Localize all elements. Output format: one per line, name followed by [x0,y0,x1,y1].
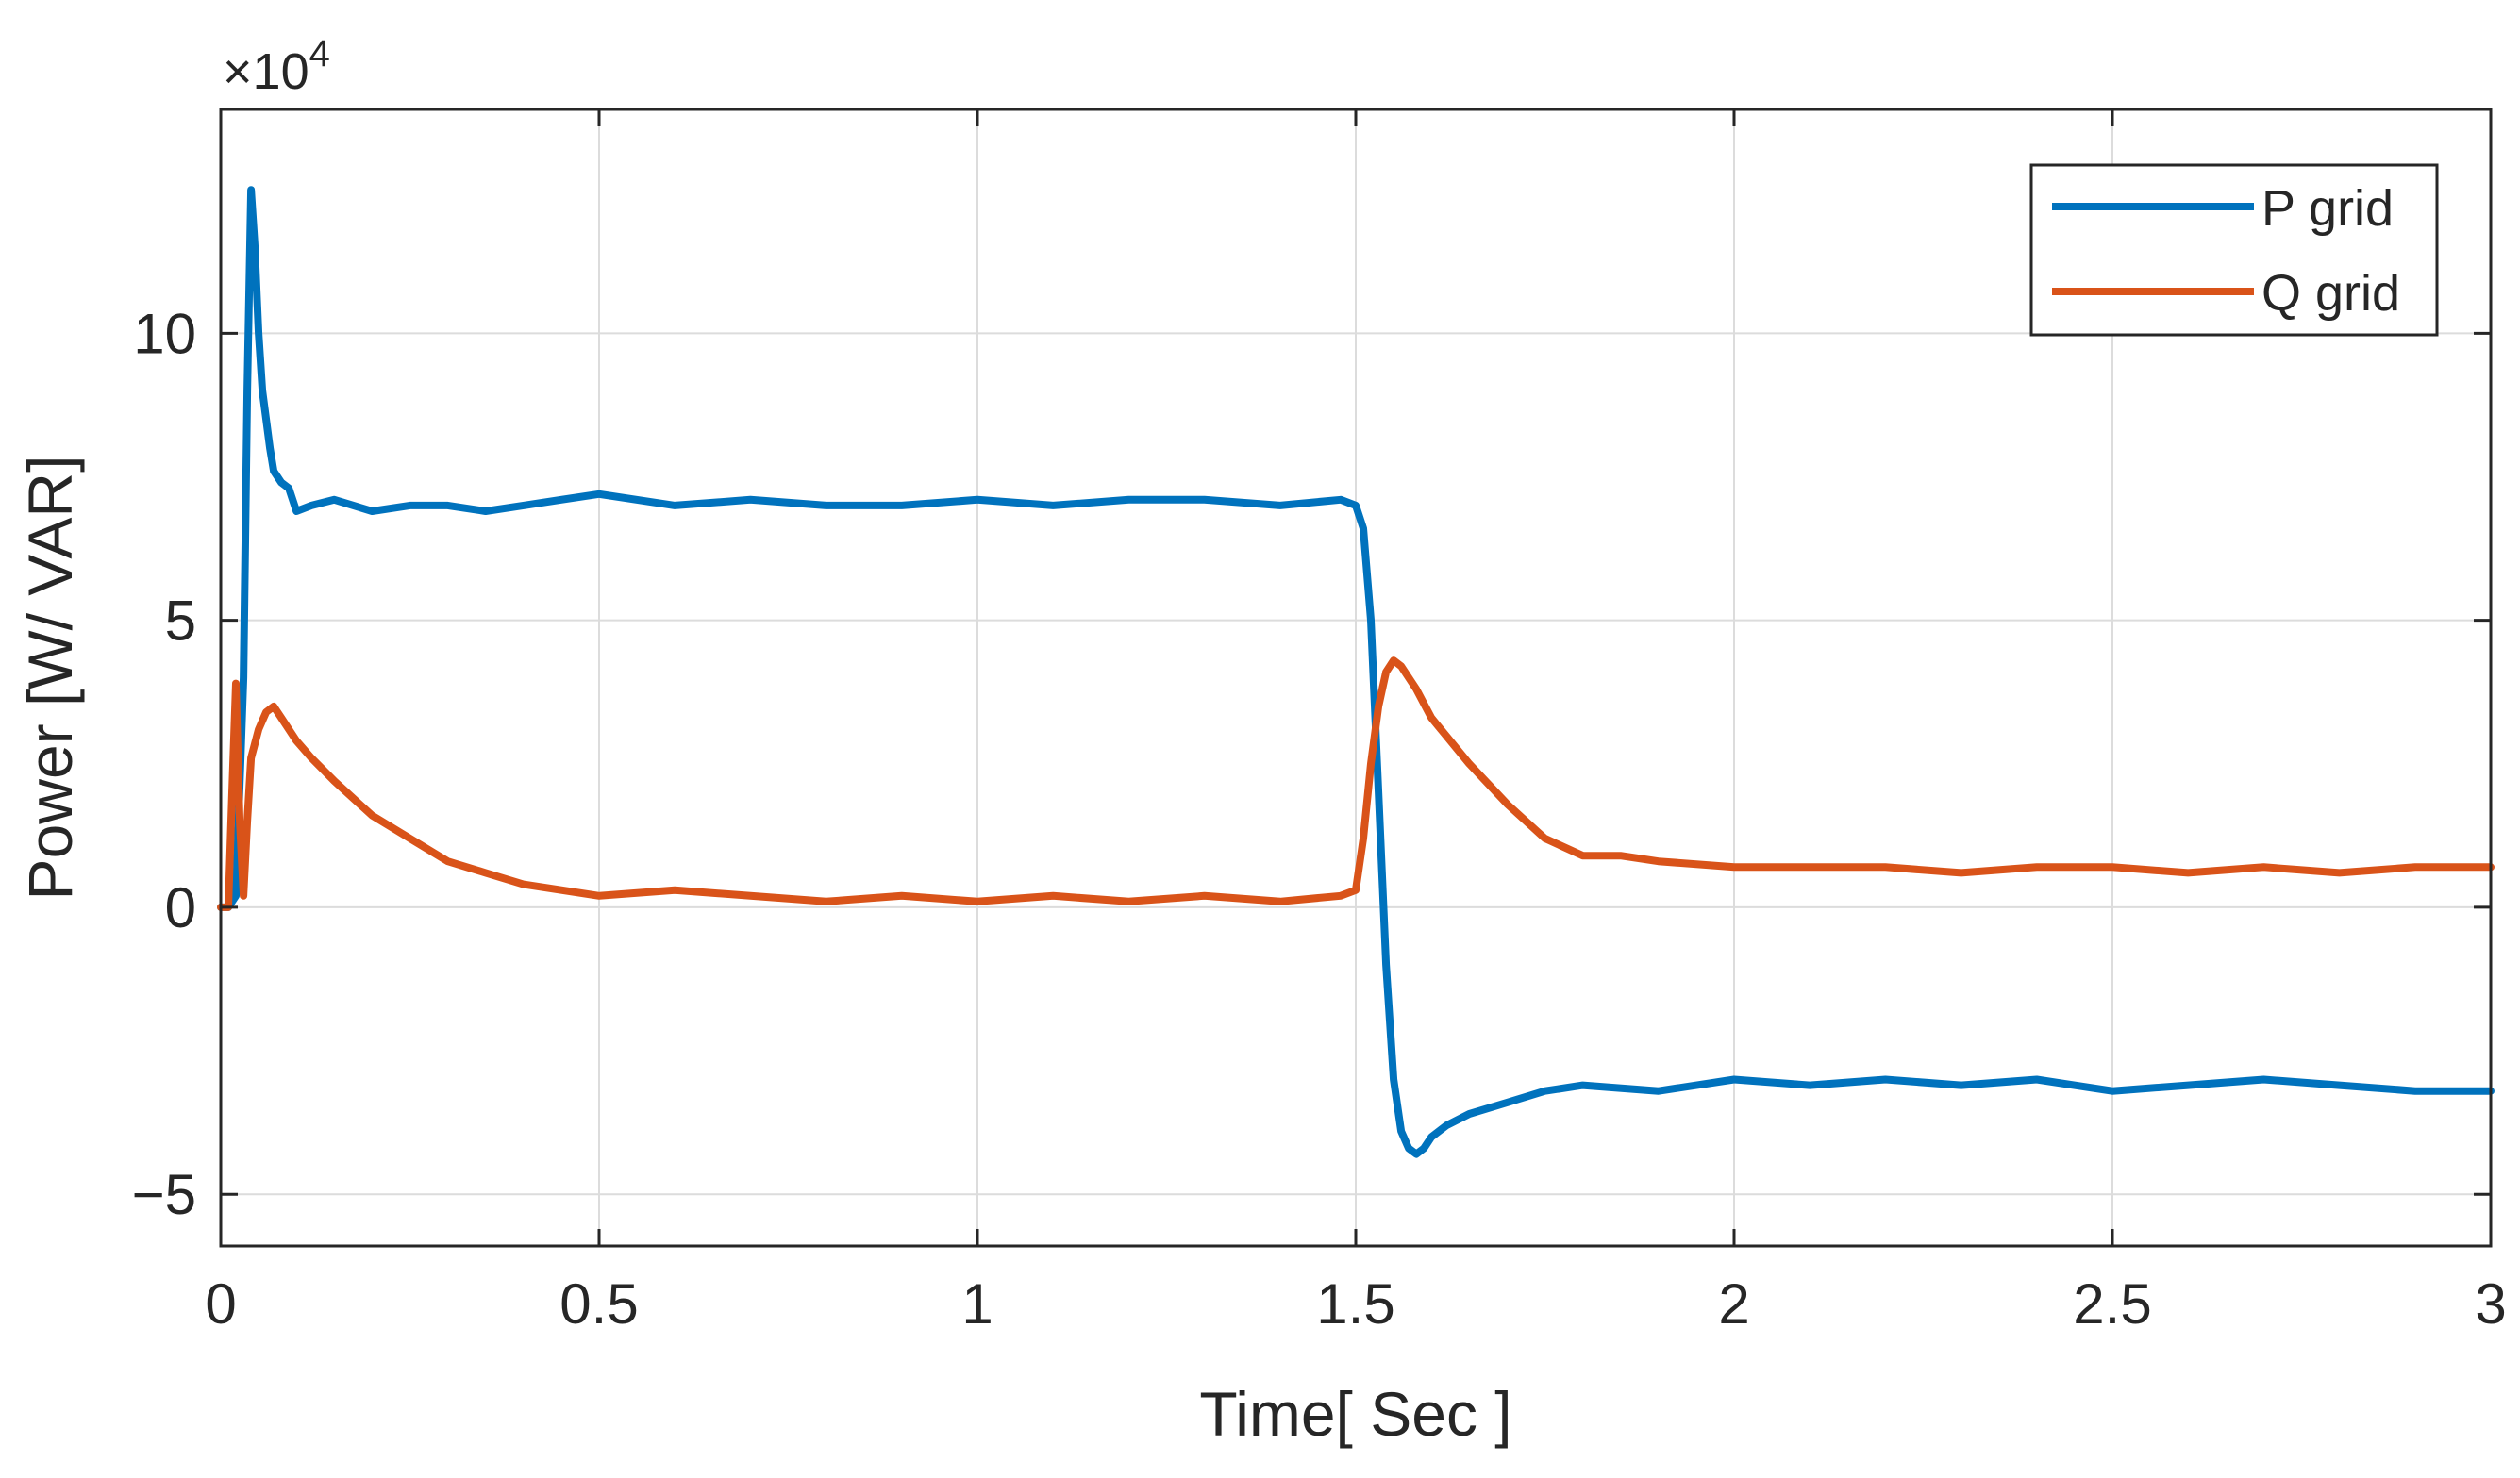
y-axis-label: Power [W/ VAR] [15,456,85,901]
y-tick-label: 10 [133,302,196,365]
y-tick-label: 0 [165,876,196,939]
legend: P grid Q grid [2029,163,2439,337]
y-exponent-label: ×104 [223,33,330,100]
x-tick-label: 2 [1718,1272,1749,1336]
series-line-q-grid [217,656,2495,911]
legend-label-q-grid: Q grid [2261,265,2400,322]
legend-label-p-grid: P grid [2261,180,2394,237]
y-exponent-power: 4 [309,33,330,75]
y-exponent-base: ×10 [223,43,309,100]
series-lines [217,186,2495,1158]
x-tick-label: 0 [205,1272,236,1336]
x-axis-label: Time[ Sec ] [1199,1379,1511,1449]
x-tick-label: 0.5 [559,1272,638,1336]
x-tick-label: 3 [2475,1272,2506,1336]
legend-box [2029,163,2439,337]
y-tick-label: −5 [132,1163,196,1226]
x-tick-label: 2.5 [2073,1272,2151,1336]
series-line-p-grid [217,186,2495,1158]
x-tick-label: 1.5 [1316,1272,1394,1336]
x-tick-label: 1 [961,1272,993,1336]
y-tick-label: 5 [165,590,196,653]
